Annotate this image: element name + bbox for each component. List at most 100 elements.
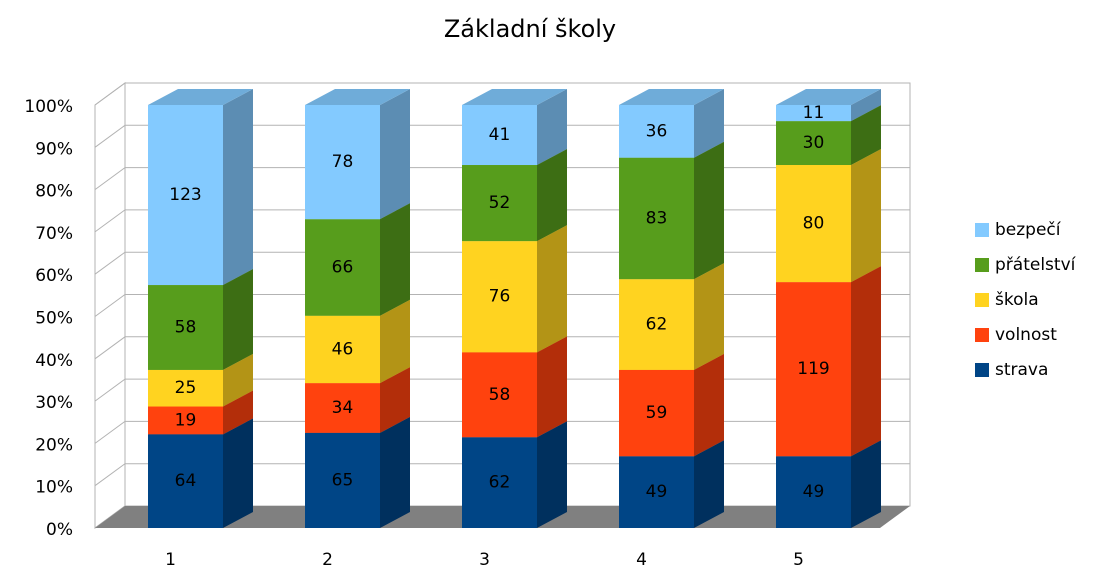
bar [619,105,694,158]
legend-swatch [975,223,989,237]
value-label: 78 [332,152,354,172]
bar-side [851,89,881,122]
bar-side [537,89,567,166]
bar-side [694,440,724,528]
y-tick-label: 100% [24,97,73,117]
value-label: 46 [332,339,354,359]
legend-label: bezpečí [995,220,1062,240]
value-label: 58 [175,317,197,337]
y-tick-label: 70% [35,224,73,244]
bar-side [537,225,567,353]
x-tick-label: 3 [479,550,490,570]
bar-side [851,440,881,528]
grid-line [94,82,910,106]
bar-side [537,336,567,438]
bar-top [462,89,567,105]
bar [148,105,223,286]
bar-side [223,353,253,407]
bar-side [223,390,253,435]
legend-label: škola [995,290,1039,310]
value-label: 62 [646,315,668,335]
chart-title: Základní školy [444,15,616,43]
value-label: 52 [489,193,511,213]
y-tick-label: 30% [35,393,73,413]
value-label: 62 [489,473,511,493]
legend-label: strava [995,360,1048,380]
value-label: 76 [489,287,511,307]
bar-top [619,89,724,105]
legend-swatch [975,328,989,342]
bar [462,165,537,242]
y-tick-label: 20% [35,435,73,455]
bar-side [694,141,724,280]
bar-side [380,299,410,384]
bar-side [380,416,410,528]
bar [619,157,694,280]
x-tick-label: 5 [793,550,804,570]
value-label: 41 [489,125,511,145]
legend-swatch [975,293,989,307]
value-label: 64 [175,471,197,491]
bar [305,432,380,528]
bar-side [380,89,410,220]
value-label: 58 [489,385,511,405]
legend-label: přátelství [995,255,1077,275]
bar [619,279,694,370]
bar-side [694,89,724,158]
bar [148,406,223,435]
bar [776,456,851,528]
bar [776,165,851,283]
legend-swatch [975,258,989,272]
bar-top [776,89,881,105]
y-tick-label: 0% [46,520,73,540]
bar-side [537,149,567,242]
bar-side [694,263,724,370]
y-tick-label: 40% [35,351,73,371]
legend-label: volnost [995,325,1057,345]
bar [148,434,223,528]
bar-side [851,105,881,166]
value-label: 49 [803,482,825,502]
value-label: 66 [332,257,354,277]
bar-top [305,89,410,105]
value-label: 11 [803,103,825,123]
bar [776,105,851,122]
bar [462,352,537,438]
y-tick-label: 80% [35,182,73,202]
bar-side [851,149,881,283]
value-label: 65 [332,470,354,490]
value-label: 123 [169,185,201,205]
bar-top [148,89,253,105]
value-label: 80 [803,214,825,234]
bar-side [694,353,724,457]
bar-side [537,421,567,528]
legend-swatch [975,363,989,377]
bar [776,282,851,457]
value-label: 83 [646,208,668,228]
bar [462,105,537,166]
x-tick-label: 1 [165,550,176,570]
bar [305,383,380,433]
bar [305,219,380,316]
bar [619,456,694,528]
bar [305,315,380,384]
y-tick-label: 60% [35,266,73,286]
bar-side [223,418,253,528]
value-label: 19 [175,410,197,430]
bar-side [380,203,410,316]
bar [776,121,851,166]
value-label: 49 [646,482,668,502]
value-label: 36 [646,121,668,141]
y-tick-label: 10% [35,478,73,498]
y-tick-label: 50% [35,309,73,329]
x-tick-label: 2 [322,550,333,570]
bar [148,369,223,407]
value-label: 34 [332,398,354,418]
y-tick-label: 90% [35,139,73,159]
bar [462,437,537,528]
bar-side [223,89,253,286]
x-tick-label: 4 [636,550,647,570]
bar-side [380,367,410,433]
bar [462,241,537,353]
bar-side [851,266,881,457]
